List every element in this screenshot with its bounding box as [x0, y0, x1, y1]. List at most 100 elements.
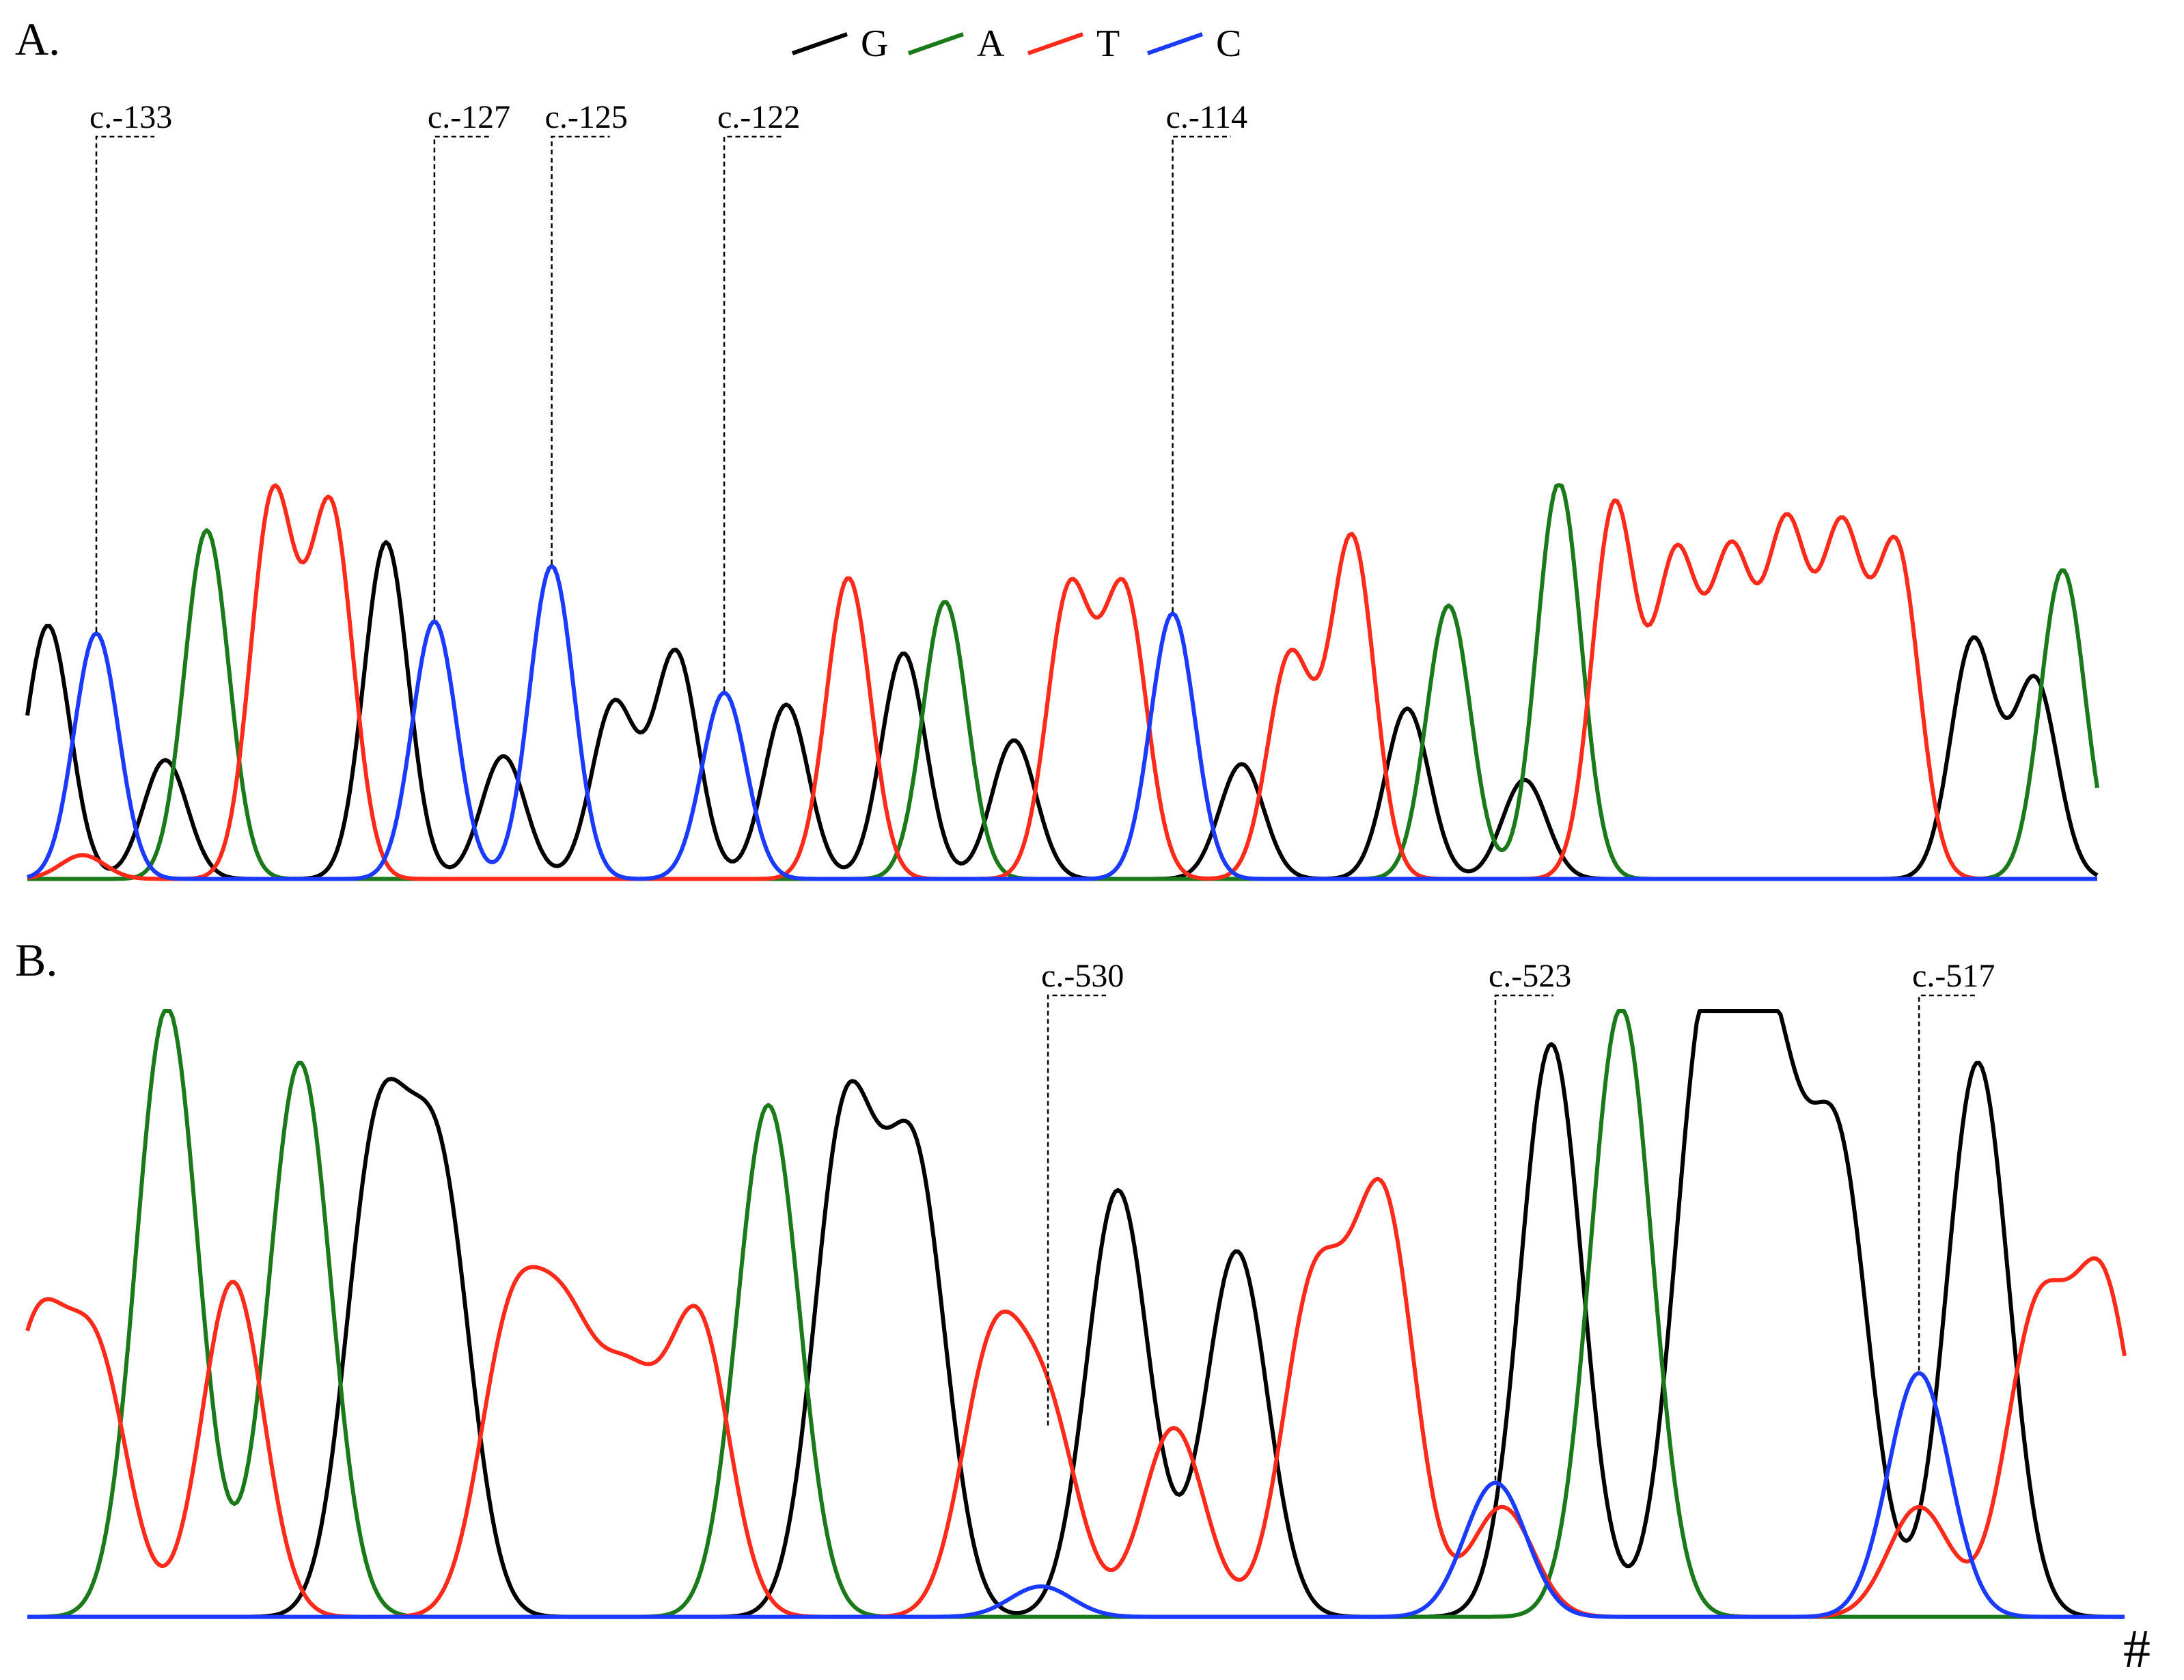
annotation-label: c.-530 — [1041, 958, 1124, 994]
peak-a-2 — [1448, 605, 1450, 607]
peak-a-1 — [299, 1061, 301, 1063]
peak-g-1 — [165, 759, 167, 761]
panel-label: A. — [15, 13, 60, 65]
peak-g-0 — [47, 624, 49, 626]
panel-b-chromatogram: B. c.-530 c.-523 c.-517 — [15, 934, 2127, 1619]
peak-t-1 — [272, 497, 274, 499]
peak-t-8 — [1047, 1427, 1049, 1429]
trace-c — [27, 1371, 2125, 1619]
annotation-leader — [95, 135, 154, 632]
peak-t-10 — [1312, 1293, 1314, 1295]
peak-t-1 — [96, 1366, 98, 1368]
peak-g-6 — [1550, 1043, 1552, 1045]
annotation-label: c.-125 — [545, 99, 628, 135]
peak-t-6 — [697, 1323, 700, 1325]
annotation-label: c.-517 — [1912, 958, 1995, 994]
peak-g-10 — [1407, 708, 1409, 710]
peak-g-4 — [613, 704, 615, 706]
annotation-leader — [723, 135, 783, 691]
annotation-leader — [1047, 994, 1107, 1426]
peak-t-3 — [847, 577, 849, 579]
annotation-label: c.-133 — [89, 99, 172, 135]
peak-t-0 — [33, 1342, 36, 1344]
peak-g-2 — [844, 1123, 846, 1125]
trace-g — [25, 540, 2099, 881]
peak-g-13 — [2034, 680, 2036, 682]
peak-g-8 — [1013, 739, 1015, 741]
peak-t-13 — [1918, 1506, 1920, 1509]
peak-g-9 — [1837, 1159, 1839, 1161]
peak-c-1 — [433, 620, 435, 622]
peak-t-14 — [2036, 1323, 2038, 1325]
peak-c-3 — [723, 691, 725, 693]
annotation-leader — [1918, 994, 1978, 1371]
legend-label-g: G — [861, 23, 888, 65]
peak-g-9 — [1241, 763, 1243, 765]
panel-a-chromatogram: A. c.-133 c.-127 c.-125 c.-122 c.-114 — [15, 13, 2099, 881]
peak-g-3 — [914, 1171, 916, 1173]
peak-t-12 — [1841, 545, 1843, 547]
peak-c-0 — [1040, 1586, 1042, 1588]
legend-swatch-a — [908, 32, 964, 55]
legend-label-c: C — [1216, 23, 1241, 65]
peak-a-0 — [206, 529, 208, 532]
peak-t-7 — [1351, 537, 1353, 539]
peak-t-5 — [1123, 592, 1125, 594]
peak-g-1 — [439, 1189, 441, 1192]
peak-c-2 — [551, 565, 553, 567]
peak-t-15 — [2103, 1293, 2105, 1295]
annotation-label: c.-122 — [717, 99, 800, 135]
peak-t-12 — [1502, 1506, 1504, 1509]
peak-g-5 — [675, 652, 677, 654]
peak-t-4 — [565, 1366, 567, 1368]
peak-a-2 — [767, 1104, 769, 1106]
annotation-leader — [1494, 994, 1553, 1481]
peak-t-4 — [1068, 592, 1070, 594]
peak-t-0 — [81, 854, 83, 856]
peak-t-6 — [1289, 656, 1291, 658]
peak-a-1 — [944, 601, 946, 603]
peak-t-10 — [1730, 569, 1732, 571]
peak-c-0 — [96, 632, 98, 634]
annotation-label: c.-114 — [1166, 99, 1248, 135]
peak-a-4 — [2062, 569, 2064, 571]
peak-a-3 — [1558, 484, 1560, 486]
peak-t-5 — [628, 1409, 630, 1411]
annotation-label: c.-127 — [428, 99, 510, 135]
peak-g-6 — [786, 704, 788, 706]
legend-label-t: T — [1096, 23, 1120, 65]
peak-c-4 — [1172, 612, 1174, 614]
peak-g-0 — [376, 1153, 378, 1155]
footnote-mark: # — [2123, 1619, 2151, 1679]
annotation-leader — [1172, 135, 1231, 612]
annotation-label: c.-523 — [1489, 958, 1571, 994]
peak-c-2 — [1918, 1372, 1920, 1374]
peak-c-1 — [1495, 1482, 1497, 1484]
legend-label-a: A — [977, 23, 1005, 65]
peak-g-5 — [1236, 1250, 1238, 1252]
peak-t-2 — [232, 1281, 234, 1283]
legend-swatch-t — [1027, 32, 1083, 55]
trace-c — [27, 564, 2097, 881]
legend-swatch-c — [1147, 32, 1203, 55]
peak-t-11 — [1786, 541, 1788, 543]
peak-g-12 — [1972, 640, 1974, 642]
peak-t-8 — [1614, 506, 1616, 508]
peak-a-3 — [1620, 1010, 1622, 1013]
peak-t-9 — [1173, 1427, 1175, 1429]
peak-g-2 — [385, 541, 387, 543]
peak-t-9 — [1675, 565, 1677, 567]
panel-label: B. — [15, 934, 57, 986]
peak-t-3 — [509, 1342, 511, 1344]
trace-g — [27, 1009, 2125, 1619]
annotation-leader — [433, 135, 493, 620]
peak-g-8 — [1767, 1079, 1769, 1082]
trace-t — [27, 483, 2097, 881]
peak-t-2 — [330, 510, 332, 512]
peak-g-4 — [1117, 1189, 1119, 1192]
legend-swatch-g — [792, 32, 848, 55]
peak-g-7 — [1704, 1037, 1706, 1039]
peak-t-11 — [1383, 1208, 1385, 1210]
peak-g-3 — [502, 755, 504, 757]
